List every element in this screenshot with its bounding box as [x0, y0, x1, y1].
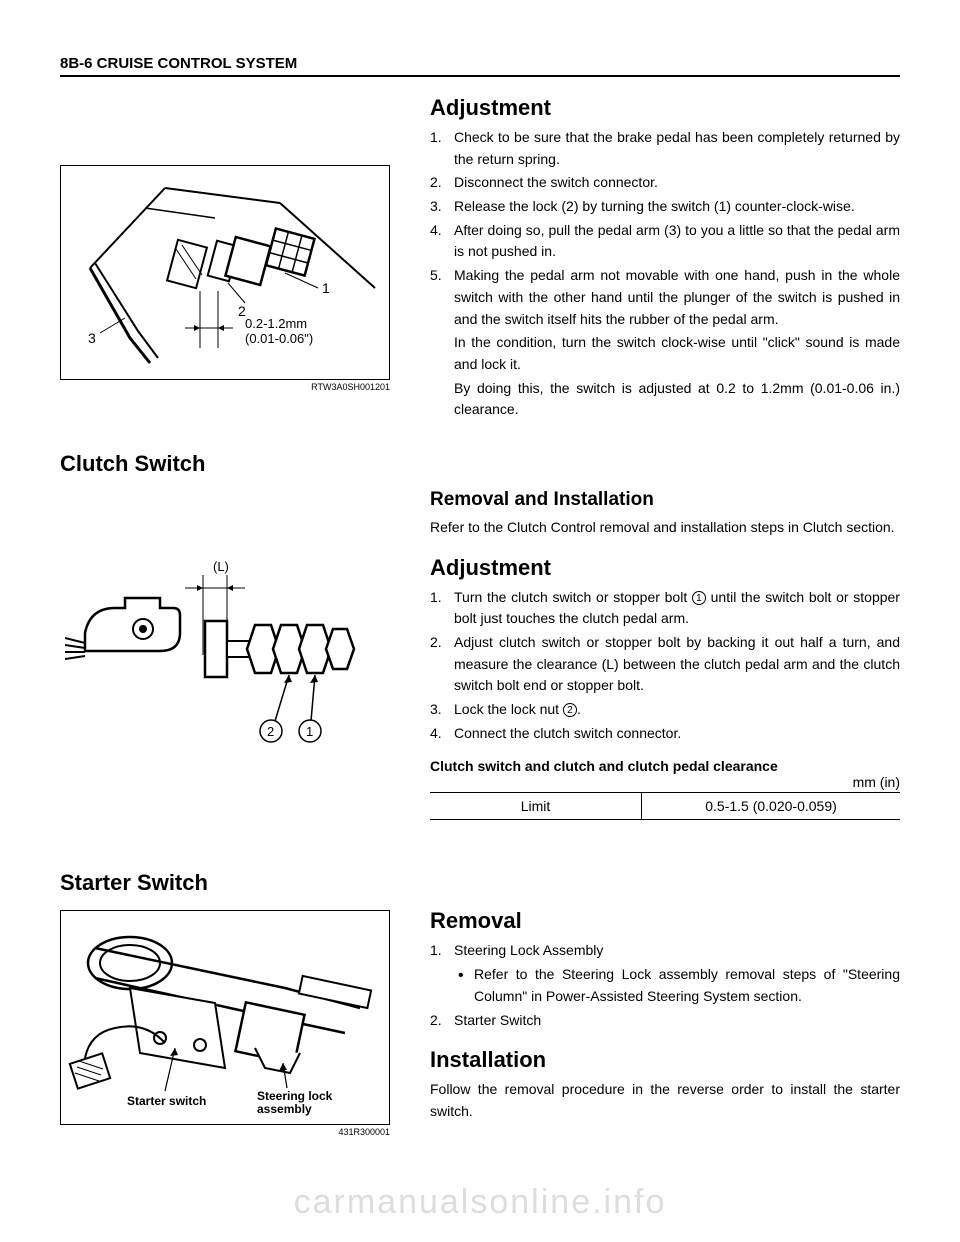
installation-heading: Installation — [430, 1047, 900, 1073]
clearance-table-unit: mm (in) — [430, 774, 900, 790]
removal-install-text: Refer to the Clutch Control removal and … — [430, 517, 900, 539]
limit-value: 0.5-1.5 (0.020-0.059) — [642, 793, 901, 820]
fig1-dim2: (0.01-0.06") — [245, 331, 313, 346]
brake-switch-diagram: 1 2 3 0.2-1.2mm (0.01-0.06") — [70, 173, 380, 373]
limit-label: Limit — [430, 793, 642, 820]
step-5: Making the pedal arm not movable with on… — [430, 265, 900, 330]
adjustment-steps: Check to be sure that the brake pedal ha… — [430, 127, 900, 330]
fig2-label-L: (L) — [213, 559, 229, 574]
step-1: Check to be sure that the brake pedal ha… — [430, 127, 900, 170]
step-5c: By doing this, the switch is adjusted at… — [430, 378, 900, 421]
clutch-step-1: Turn the clutch switch or stopper bolt 1… — [430, 587, 900, 630]
removal-steps: Steering Lock Assembly — [430, 940, 900, 962]
figure1-caption: RTW3A0SH001201 — [60, 382, 390, 392]
removal-step-1b: Refer to the Steering Lock assembly remo… — [454, 964, 900, 1007]
step-4: After doing so, pull the pedal arm (3) t… — [430, 220, 900, 263]
adjustment-heading: Adjustment — [430, 95, 900, 121]
step-2: Disconnect the switch connector. — [430, 172, 900, 194]
clutch-adjustment-heading: Adjustment — [430, 555, 900, 581]
fig2-label-1: 1 — [306, 724, 313, 739]
step-3: Release the lock (2) by turning the swit… — [430, 196, 900, 218]
fig3-label-c: assembly — [257, 1102, 312, 1116]
removal-step-2: Starter Switch — [430, 1010, 900, 1032]
removal-sublist: Refer to the Steering Lock assembly remo… — [454, 964, 900, 1007]
main-content: 1 2 3 0.2-1.2mm (0.01-0.06") RTW3A0SH001… — [60, 95, 900, 1157]
fig3-label-b: Steering lock — [257, 1089, 333, 1103]
fig1-label-1: 1 — [322, 280, 330, 296]
fig2-label-2: 2 — [267, 724, 274, 739]
step-5b: In the condition, turn the switch clock-… — [430, 332, 900, 375]
installation-text: Follow the removal procedure in the reve… — [430, 1079, 900, 1122]
page-header: 8B-6 CRUISE CONTROL SYSTEM — [60, 55, 900, 77]
watermark: carmanualsonline.info — [0, 1183, 960, 1222]
clearance-table-title: Clutch switch and clutch and clutch peda… — [430, 758, 900, 774]
starter-switch-diagram: Starter switch Steering lock assembly — [65, 913, 385, 1123]
clearance-table: Limit 0.5-1.5 (0.020-0.059) — [430, 792, 900, 820]
removal-steps-2: Starter Switch — [430, 1010, 900, 1032]
clutch-step-2: Adjust clutch switch or stopper bolt by … — [430, 632, 900, 697]
figure3-caption: 431R300001 — [60, 1127, 390, 1137]
fig1-label-3: 3 — [88, 330, 96, 346]
clutch-step-4: Connect the clutch switch connector. — [430, 723, 900, 745]
starter-switch-heading: Starter Switch — [60, 870, 900, 896]
removal-step-1: Steering Lock Assembly — [430, 940, 900, 962]
removal-heading: Removal — [430, 908, 900, 934]
figure-brake-switch: 1 2 3 0.2-1.2mm (0.01-0.06") — [60, 165, 390, 380]
clutch-switch-heading: Clutch Switch — [60, 451, 900, 477]
fig1-dim1: 0.2-1.2mm — [245, 316, 307, 331]
fig3-label-a: Starter switch — [127, 1094, 206, 1108]
clutch-adjustment-steps: Turn the clutch switch or stopper bolt 1… — [430, 587, 900, 745]
clutch-step-3: Lock the lock nut 2. — [430, 699, 900, 721]
removal-install-heading: Removal and Installation — [430, 489, 900, 511]
clutch-switch-diagram: (L) — [65, 553, 385, 773]
figure-clutch-switch: (L) — [60, 548, 390, 778]
figure-starter-switch: Starter switch Steering lock assembly — [60, 910, 390, 1125]
